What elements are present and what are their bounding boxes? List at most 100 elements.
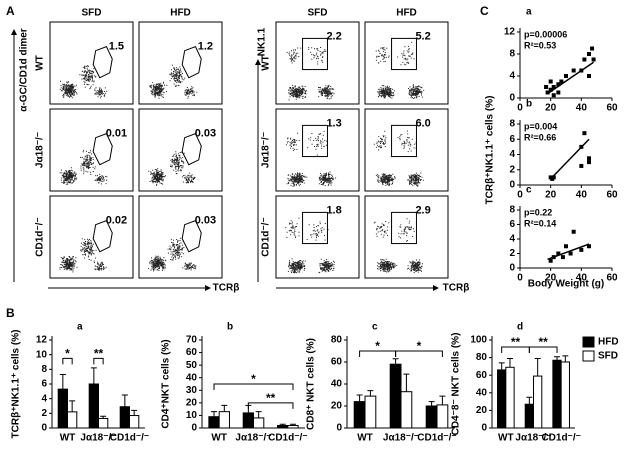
legend-swatch [582, 336, 595, 348]
error-bar [498, 362, 505, 370]
x-tick-label: 60 [606, 273, 618, 284]
error-bar [392, 358, 399, 365]
point [579, 247, 584, 252]
x-tick-label: 40 [576, 190, 588, 201]
y-tick-label: 4 [41, 393, 47, 404]
significance-bracket [93, 357, 104, 365]
point [560, 255, 565, 260]
bar [436, 404, 449, 429]
y-tick-label: 100 [470, 335, 487, 346]
y-tick-label: 0 [509, 263, 515, 274]
x-tick-label: Jα18⁻/⁻ [383, 433, 419, 444]
significance-label: ** [511, 335, 521, 349]
error-bar [534, 357, 541, 377]
dot-plot [286, 46, 335, 101]
bar [389, 363, 402, 429]
error-bar [131, 409, 138, 416]
y-tick-label: 0 [481, 423, 487, 434]
gate-percent: 1.5 [109, 41, 124, 53]
x-tick-label: 0 [517, 190, 523, 201]
x-tick-label: WT [498, 433, 514, 444]
error-bar [221, 404, 228, 412]
y-tick-label: 60 [186, 347, 198, 358]
point [548, 258, 553, 263]
y-tick-label: 20 [186, 397, 198, 408]
dot-plot-frame [364, 108, 449, 192]
point [587, 52, 591, 56]
point [544, 85, 549, 89]
x-tick-label: CD1d⁻/⁻ [541, 433, 580, 444]
x-tick-label: Jα18⁻/⁻ [80, 433, 116, 444]
point [556, 251, 561, 256]
y-axis-label: NK1.1 [257, 27, 268, 56]
dot-plot-frame [138, 195, 223, 279]
y-tick-label: 8 [41, 364, 47, 375]
dot-plot-frame [275, 21, 360, 105]
bar [277, 424, 289, 429]
gate-percent: 0.03 [195, 128, 216, 140]
point [587, 156, 591, 161]
dot-plot [285, 217, 335, 274]
y-tick-label: 2 [509, 164, 515, 175]
x-tick-label: WT [357, 433, 373, 444]
dot-plot [59, 236, 107, 273]
y-tick-label: 60 [331, 357, 343, 368]
trend-line [550, 138, 590, 180]
dot-plot [149, 64, 198, 99]
r-squared: R²=0.66 [524, 132, 556, 142]
gate [391, 211, 417, 245]
subpanel-label: c [372, 322, 378, 333]
row-label: WT [35, 55, 46, 71]
y-tick-label: 0 [41, 423, 47, 434]
bar [524, 403, 535, 429]
point [590, 46, 595, 51]
dot-plot [148, 151, 196, 186]
gate-percent: 2.2 [326, 31, 341, 43]
significance-bracket [395, 350, 443, 357]
point [556, 90, 561, 95]
subpanel-label: a [77, 322, 83, 333]
significance-label: * [417, 339, 422, 353]
x-axis-label: Body Weight (g) [528, 279, 604, 290]
gate [302, 37, 328, 71]
error-bar [367, 390, 374, 397]
y-tick-label: 10 [186, 410, 198, 421]
x-tick-label: 0 [517, 273, 523, 284]
error-bar [59, 373, 66, 390]
y-tick-label: 40 [476, 387, 488, 398]
bar [67, 411, 78, 429]
error-bar [279, 423, 286, 426]
trend-line [547, 61, 595, 95]
bar [242, 412, 254, 429]
point [548, 87, 553, 92]
r-squared: R²=0.53 [524, 40, 556, 50]
dot-plot [59, 149, 108, 185]
gate [92, 45, 113, 79]
subpanel-label: d [517, 322, 523, 333]
bar [364, 395, 377, 429]
x-tick-label: WT [60, 433, 76, 444]
bar [119, 406, 130, 429]
error-bar [289, 423, 296, 426]
gate-percent: 0.02 [106, 215, 127, 227]
gate [92, 132, 113, 166]
dot-plot [148, 237, 197, 272]
row-label: WT [261, 55, 272, 71]
gate [92, 219, 113, 253]
bar [552, 359, 562, 429]
point [551, 93, 556, 98]
gate [181, 132, 202, 166]
error-bar [100, 415, 107, 419]
point [587, 160, 591, 165]
gate [181, 45, 202, 79]
dot-plot-frame [275, 195, 360, 279]
y-axis-label: TCRβ⁺NK1.1⁺ cells (%) [11, 330, 22, 439]
gate [181, 219, 202, 253]
error-bar [506, 357, 513, 368]
x-tick-label: 20 [545, 190, 557, 201]
point [582, 57, 587, 62]
x-tick-label: 20 [545, 273, 557, 284]
panel-label: C [480, 4, 489, 18]
legend-label: SFD [598, 351, 618, 362]
bar [287, 424, 299, 429]
